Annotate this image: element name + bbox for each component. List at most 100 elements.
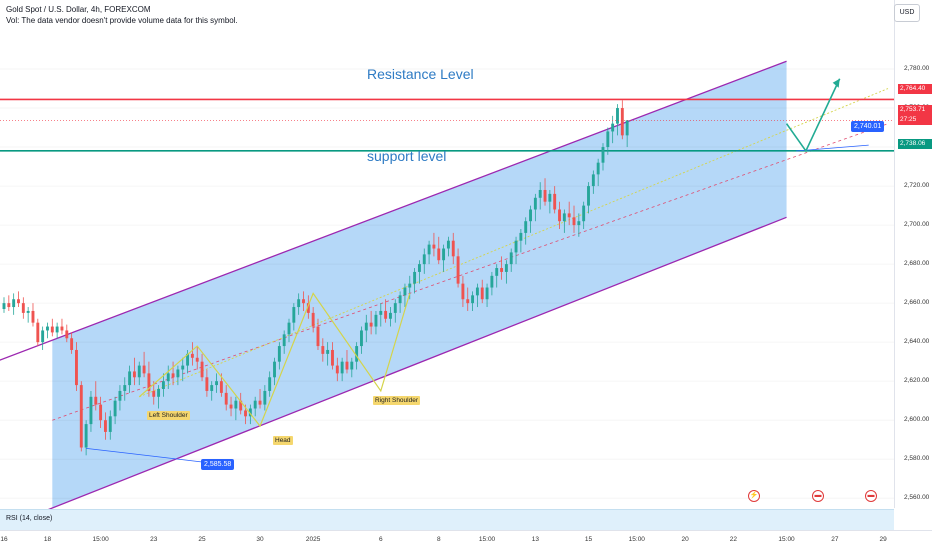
- candle-body: [466, 299, 470, 304]
- candle-body: [311, 312, 315, 327]
- lightning-event-icon[interactable]: ⚡: [748, 490, 760, 502]
- candle-body: [224, 392, 228, 405]
- candle-body: [364, 322, 368, 331]
- candle-body: [176, 369, 180, 378]
- candle-body: [190, 353, 194, 358]
- candle-body: [50, 326, 54, 333]
- candle-body: [31, 310, 35, 323]
- symbol-title: Gold Spot / U.S. Dollar, 4h, FOREXCOM: [6, 5, 151, 14]
- candle-body: [128, 371, 132, 386]
- candle-body: [132, 371, 136, 378]
- candle-body: [147, 373, 151, 391]
- candle-body: [403, 287, 407, 296]
- candle-body: [620, 108, 624, 136]
- candle-body: [504, 264, 508, 272]
- candle-body: [7, 303, 11, 308]
- candle-body: [413, 271, 417, 284]
- rsi-pane[interactable]: [0, 509, 894, 531]
- candle-body: [369, 322, 373, 327]
- currency-button[interactable]: USD: [894, 4, 920, 22]
- channel-lower-line: [0, 216, 787, 530]
- candle-body: [524, 221, 528, 233]
- candle-body: [99, 404, 103, 421]
- candle-body: [335, 365, 339, 374]
- candle-body: [616, 108, 619, 124]
- candle-body: [562, 213, 566, 222]
- candle-body: [587, 186, 590, 206]
- candle-body: [461, 283, 465, 300]
- candle-body: [529, 209, 532, 222]
- candle-body: [70, 338, 74, 350]
- head-shoulders-pattern: [138, 292, 411, 428]
- countdown-tag: 27:25: [898, 115, 932, 125]
- candle-body: [388, 312, 392, 319]
- time-tick-label: 30: [256, 536, 264, 543]
- candle-body: [437, 248, 441, 261]
- candle-body: [171, 373, 175, 378]
- candle-body: [181, 365, 185, 370]
- time-tick-label: 15:00: [92, 536, 109, 543]
- candle-body: [21, 303, 25, 313]
- candle-body: [306, 303, 310, 313]
- price-axis[interactable]: [894, 0, 932, 508]
- candle-body: [210, 385, 214, 391]
- candle-body: [248, 408, 252, 417]
- candle-body: [60, 326, 64, 331]
- candle-body: [36, 322, 40, 343]
- neckline-dotted: [139, 88, 889, 398]
- candle-body: [75, 349, 78, 386]
- channel-fill: [52, 61, 787, 508]
- candle-body: [263, 390, 267, 405]
- price-tick-label: 2,620.00: [904, 377, 930, 385]
- time-axis[interactable]: [0, 530, 932, 551]
- candle-body: [432, 244, 436, 249]
- candle-body: [17, 299, 20, 304]
- price-tick-label: 2,680.00: [904, 260, 930, 268]
- candle-body: [2, 303, 6, 309]
- candle-body: [417, 264, 421, 272]
- time-tick-label: 8: [436, 536, 441, 543]
- candle-body: [244, 410, 247, 417]
- candle-body: [480, 287, 484, 300]
- candle-body: [113, 400, 117, 417]
- candle-body: [345, 361, 349, 370]
- candle-body: [297, 299, 301, 308]
- time-tick-label: 22: [729, 536, 738, 543]
- candle-body: [422, 254, 426, 265]
- price-tick-label: 2,700.00: [904, 221, 930, 229]
- candle-body: [350, 361, 354, 370]
- candle-body: [442, 248, 446, 261]
- candle-body: [601, 147, 605, 163]
- candle-body: [103, 420, 107, 432]
- candle-body: [55, 326, 59, 333]
- candle-body: [26, 310, 30, 313]
- volume-note: Vol: The data vendor doesn't provide vol…: [6, 16, 238, 25]
- candle-body: [215, 381, 218, 386]
- candle-body: [446, 240, 450, 249]
- candle-body: [355, 346, 359, 362]
- us-flag-event-icon[interactable]: ▬: [865, 490, 877, 502]
- candle-body: [65, 330, 69, 339]
- projection-arrow: [785, 78, 841, 153]
- head-label: Head: [273, 436, 293, 445]
- low-price-box: 2,585.58: [201, 459, 235, 470]
- candle-body: [490, 275, 494, 288]
- candle-body: [292, 307, 296, 323]
- time-tick-label: 18: [43, 536, 52, 543]
- candle-body: [577, 221, 581, 226]
- support-label: support level: [367, 148, 447, 164]
- time-tick-label: 27: [831, 536, 839, 543]
- candle-body: [287, 322, 291, 335]
- candle-body: [360, 330, 363, 347]
- target-line: [796, 144, 869, 152]
- candle-body: [94, 396, 98, 405]
- candle-body: [379, 310, 383, 315]
- candle-body: [543, 189, 547, 202]
- price-tick-label: 2,580.00: [904, 455, 930, 463]
- candle-body: [582, 205, 586, 222]
- candle-body: [548, 193, 552, 202]
- time-tick-label: 23: [150, 536, 158, 543]
- us-flag-event-icon[interactable]: ▬: [812, 490, 824, 502]
